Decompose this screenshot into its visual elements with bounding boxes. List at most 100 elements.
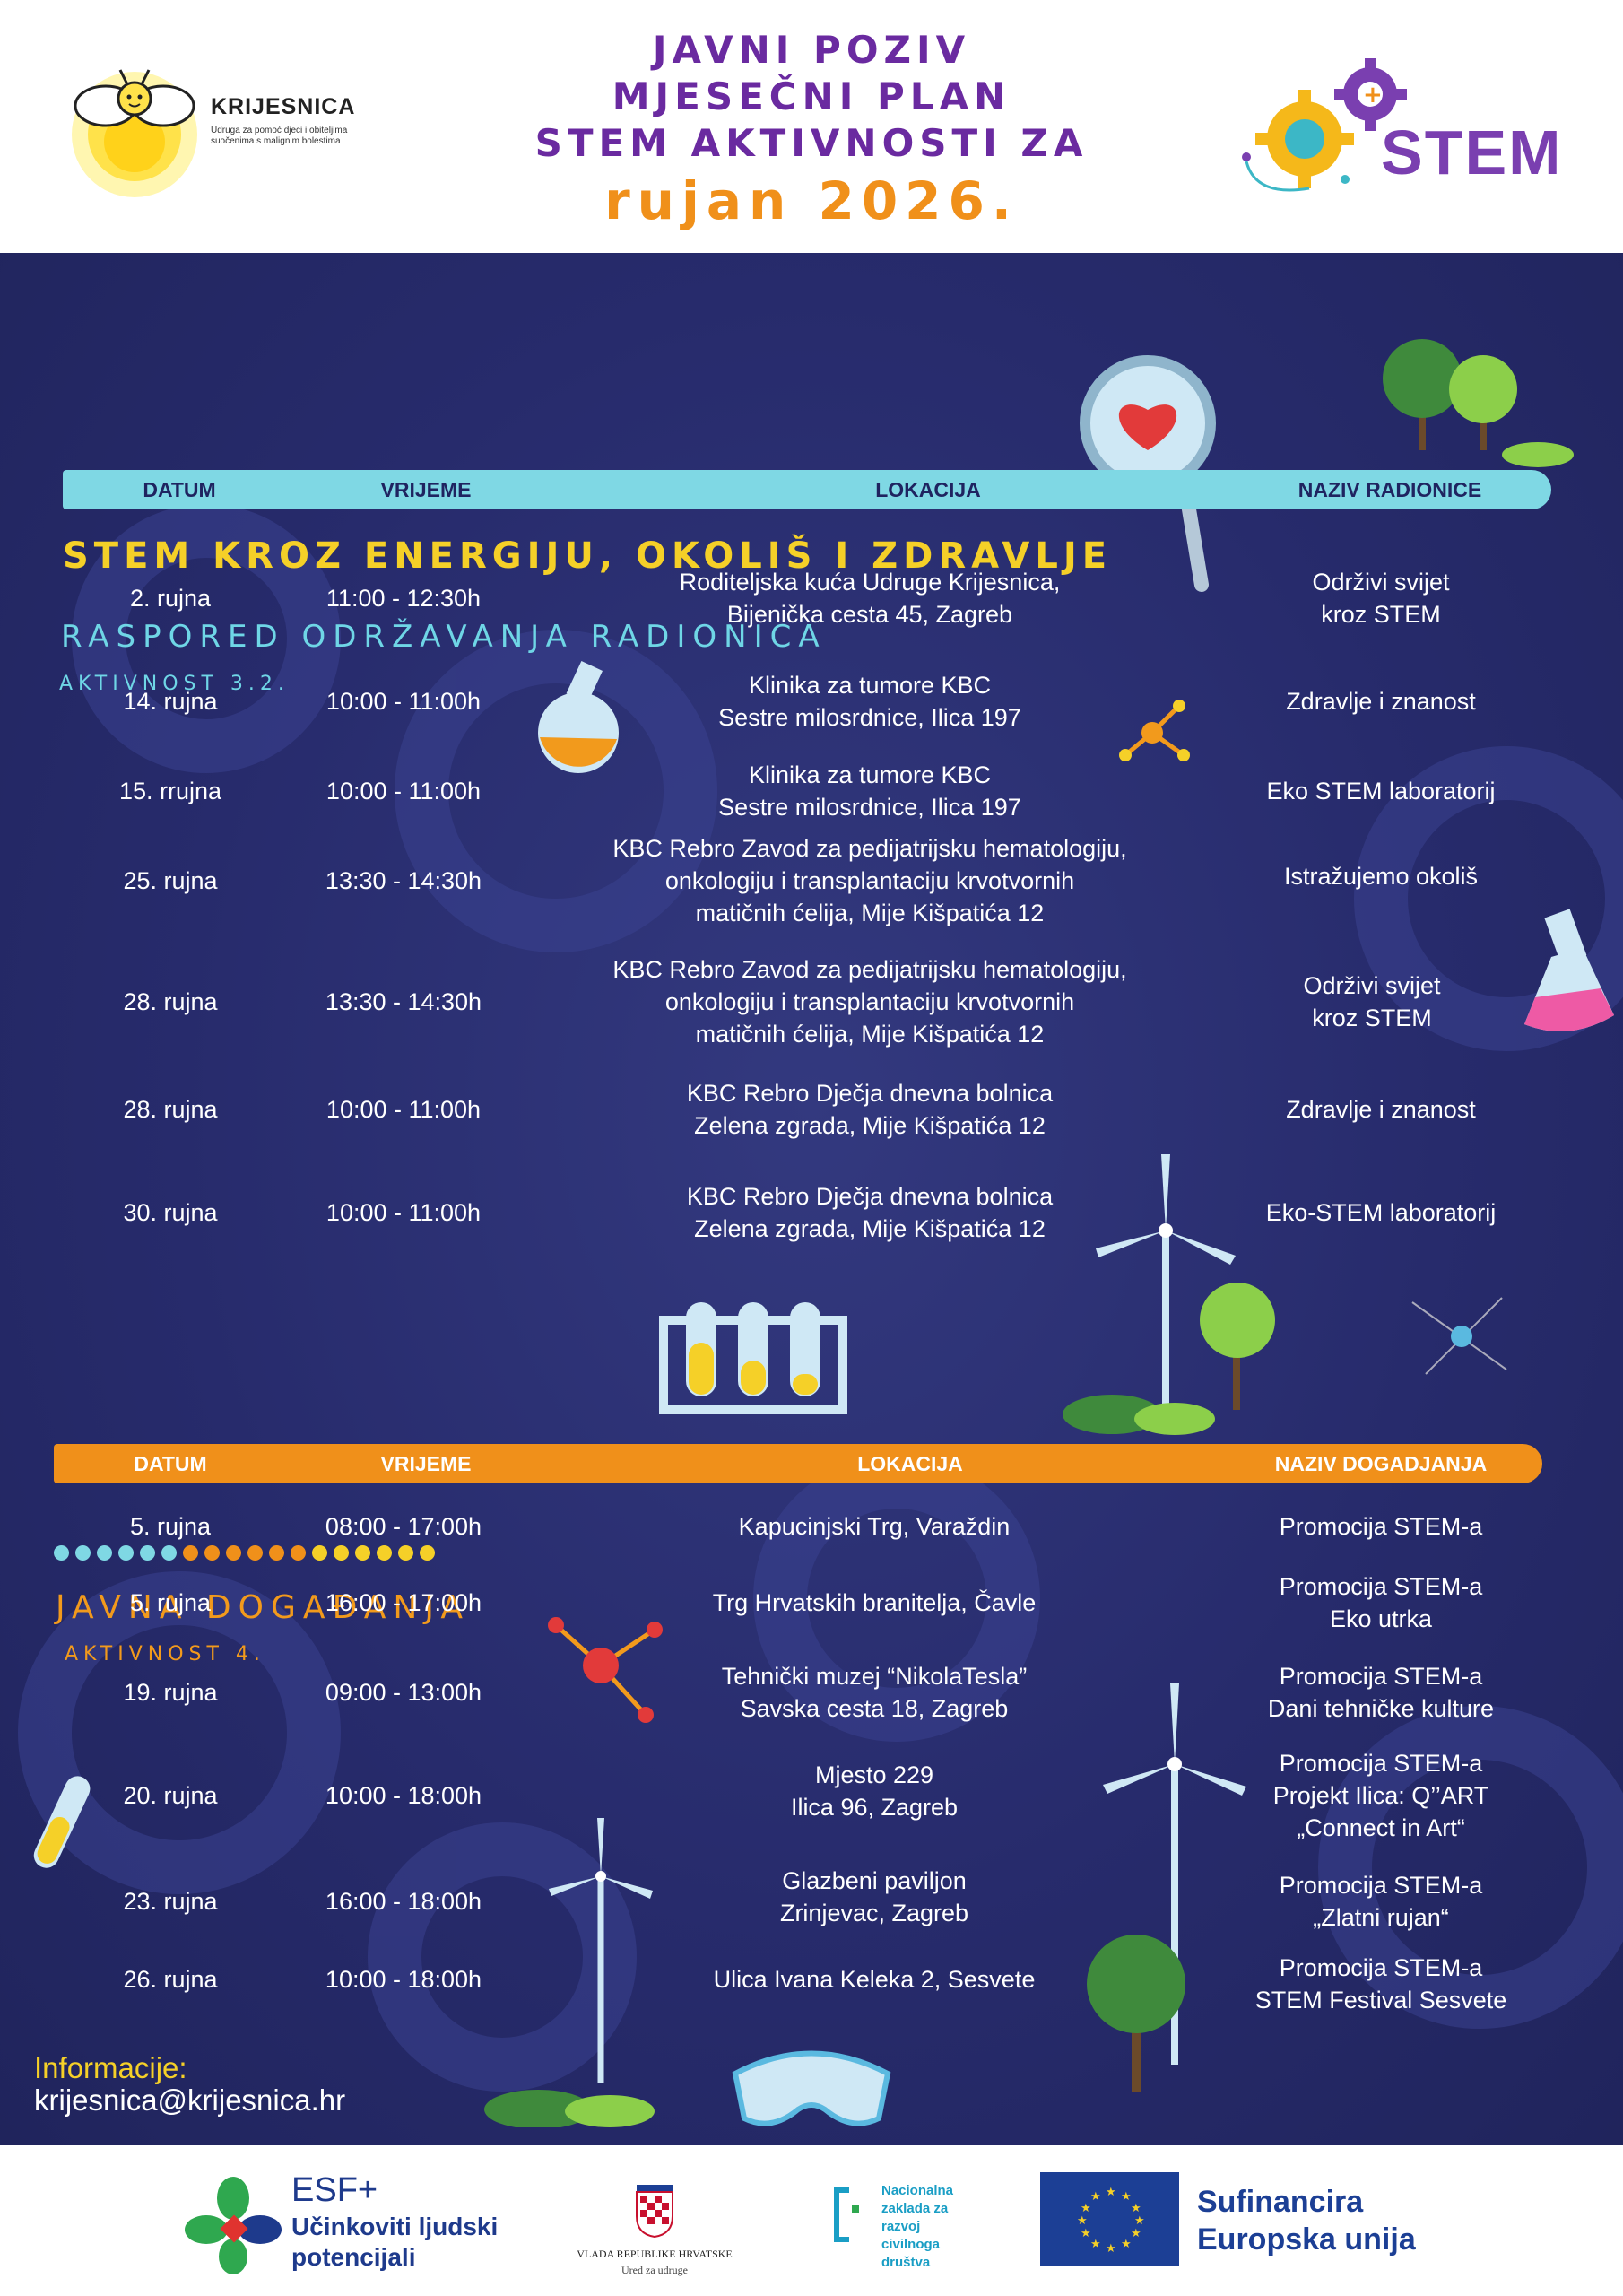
row-name: Promocija STEM-a STEM Festival Sesvete: [1254, 1954, 1507, 2013]
vlada-logo: VLADA REPUBLIKE HRVATSKE Ured za udruge: [556, 2170, 753, 2278]
esf-text: Učinkoviti ljudski potencijali: [291, 2213, 499, 2271]
test-tubes-icon: [659, 1302, 847, 1414]
esf-title: ESF+: [291, 2171, 378, 2209]
row-time: 10:00 - 11:00h: [325, 1096, 482, 1123]
svg-text:★: ★: [1090, 2238, 1101, 2251]
row-location: Trg Hrvatskih branitelja, Čavle: [712, 1589, 1037, 1616]
row-date: 25. rujna: [123, 867, 218, 894]
svg-text:★: ★: [1121, 2190, 1132, 2204]
flask-orange-icon: [538, 660, 619, 773]
title-month: rujan 2026.: [604, 170, 1019, 231]
dot-divider: [54, 1545, 475, 1563]
firefly-icon: [72, 69, 197, 197]
esf-flower-icon: [185, 2177, 282, 2274]
dot: [118, 1545, 134, 1561]
table-row: 5. rujna 08:00 - 17:00h Kapucinjski Trg,…: [0, 1500, 1623, 1553]
dot: [247, 1545, 263, 1561]
table-row: 15. rrujna 10:00 - 11:00h Klinika za tum…: [0, 755, 1623, 827]
col-date: DATUM: [143, 478, 216, 501]
table-row: 30. rujna 10:00 - 11:00h KBC Rebro Dječj…: [0, 1172, 1623, 1253]
table-row: 28. rujna 13:30 - 14:30h KBC Rebro Zavod…: [0, 948, 1623, 1056]
row-location: Klinika za tumore KBC Sestre milosrdnice…: [718, 672, 1021, 731]
eu-logo: ★ ★ ★ ★ ★ ★ ★ ★ ★ ★ ★ ★ Sufinancira Europska uni…: [1040, 2172, 1488, 2271]
row-time: 13:30 - 14:30h: [325, 988, 482, 1015]
row-location: Kapucinjski Trg, Varaždin: [738, 1513, 1011, 1540]
workshops-table-header: DATUM VRIJEME LOKACIJA NAZIV RADIONICE: [63, 470, 1551, 509]
eu-text-line-2: Europska unija: [1197, 2222, 1416, 2257]
test-tube-icon: [33, 1776, 91, 1868]
wind-turbine-icon: [1096, 1154, 1236, 1410]
title-line-1: Javni poziv: [652, 28, 971, 72]
events-table-header: DATUM VRIJEME LOKACIJA NAZIV DOGADJANJA: [54, 1444, 1542, 1483]
main-panel: STEM kroz energiju, okoliš i zdravlje Ra…: [0, 253, 1623, 2145]
row-location: KBC Rebro Dječja dnevna bolnica Zelena z…: [686, 1183, 1054, 1242]
dot: [312, 1545, 327, 1561]
dot: [54, 1545, 69, 1561]
workshops-section-title: STEM kroz energiju, okoliš i zdravlje: [63, 535, 1113, 577]
dot: [140, 1545, 155, 1561]
dot: [377, 1545, 392, 1561]
dot: [355, 1545, 370, 1561]
vlada-subtext: Ured za udruge: [621, 2264, 688, 2276]
row-time: 10:00 - 11:00h: [325, 688, 482, 715]
gear-icon: +: [1242, 58, 1407, 192]
events-title: Javna događanja: [56, 1589, 470, 1626]
row-name: Promocija STEM-a: [1279, 1513, 1483, 1540]
row-location: KBC Rebro Zavod za pedijatrijsku hematol…: [612, 956, 1127, 1048]
col-name: NAZIV RADIONICE: [1298, 478, 1482, 501]
table-row: 5. rujna 16:00 - 17:00h Trg Hrvatskih br…: [0, 1562, 1623, 1643]
eu-text-line-1: Sufinancira: [1197, 2185, 1364, 2219]
col-name: NAZIV DOGADJANJA: [1274, 1452, 1488, 1475]
table-row: 26. rujna 10:00 - 18:00h Ulica Ivana Kel…: [0, 1944, 1623, 2024]
svg-text:★: ★: [1121, 2238, 1132, 2251]
row-location: KBC Rebro Dječja dnevna bolnica Zelena z…: [686, 1080, 1054, 1139]
stem-logo: + STEM: [1237, 54, 1578, 206]
svg-text:★: ★: [1131, 2227, 1141, 2240]
svg-text:+: +: [1363, 82, 1383, 109]
row-date: 5. rujna: [129, 1513, 212, 1540]
row-location: Klinika za tumore KBC Sestre milosrdnice…: [718, 761, 1021, 821]
row-name: Promocija STEM-a „Zlatni rujan“: [1279, 1872, 1483, 1931]
dot: [97, 1545, 112, 1561]
dot: [269, 1545, 284, 1561]
row-time: 16:00 - 17:00h: [325, 1589, 482, 1616]
dot: [334, 1545, 349, 1561]
org-name: KRIJESNICA: [211, 94, 356, 119]
bush-icon: [484, 2090, 655, 2127]
flask-pink-icon: [1524, 909, 1614, 1031]
row-date: 2. rujna: [129, 585, 212, 612]
row-name: Zdravlje i znanost: [1286, 688, 1476, 715]
table-row: 23. rujna 16:00 - 18:00h Glazbeni pavilj…: [0, 1861, 1623, 1942]
col-time: VRIJEME: [380, 478, 472, 501]
stem-logo-text: STEM: [1381, 117, 1563, 187]
atom-icon: [1411, 1297, 1507, 1375]
header: KRIJESNICA Udruga za pomoć djeci i obite…: [0, 0, 1623, 253]
col-location: LOKACIJA: [875, 478, 981, 501]
vlada-text: VLADA REPUBLIKE HRVATSKE: [577, 2248, 733, 2260]
row-date: 28. rujna: [123, 1096, 218, 1123]
svg-text:★: ★: [1081, 2202, 1091, 2215]
row-time: 10:00 - 18:00h: [325, 1782, 482, 1809]
row-date: 5. rujna: [129, 1589, 212, 1616]
row-name: Istražujemo okoliš: [1283, 863, 1479, 890]
table-row: 25. rujna 13:30 - 14:30h KBC Rebro Zavod…: [0, 827, 1623, 935]
row-date: 23. rujna: [123, 1888, 218, 1915]
tree-icon: [1383, 339, 1574, 467]
info-email-link[interactable]: krijesnica@krijesnica.hr: [34, 2083, 346, 2117]
wind-turbine-icon: [549, 1818, 653, 2083]
dot: [291, 1545, 306, 1561]
row-time: 10:00 - 18:00h: [325, 1966, 482, 1993]
table-row: 28. rujna 10:00 - 11:00h KBC Rebro Dječj…: [0, 1069, 1623, 1150]
col-date: DATUM: [134, 1452, 207, 1475]
workshops-subtitle: Raspored održavanja radionica: [61, 619, 827, 655]
title-line-2: Mjesečni plan: [612, 74, 1011, 118]
svg-text:★: ★: [1106, 2242, 1116, 2256]
row-location: Roditeljska kuća Udruge Krijesnica, Bije…: [679, 569, 1061, 628]
row-name: Promocija STEM-a Eko utrka: [1279, 1573, 1483, 1632]
page-title: Javni poziv Mjesečni plan STEM aktivnost…: [404, 27, 1219, 233]
dot: [204, 1545, 220, 1561]
row-name: Promocija STEM-a Dani tehničke kulture: [1267, 1663, 1495, 1722]
row-name: Zdravlje i znanost: [1286, 1096, 1476, 1123]
table-row: 2. rujna 11:00 - 12:30h Roditeljska kuća…: [0, 540, 1623, 657]
table-row: 19. rujna 09:00 - 13:00h Tehnički muzej …: [0, 1652, 1623, 1733]
